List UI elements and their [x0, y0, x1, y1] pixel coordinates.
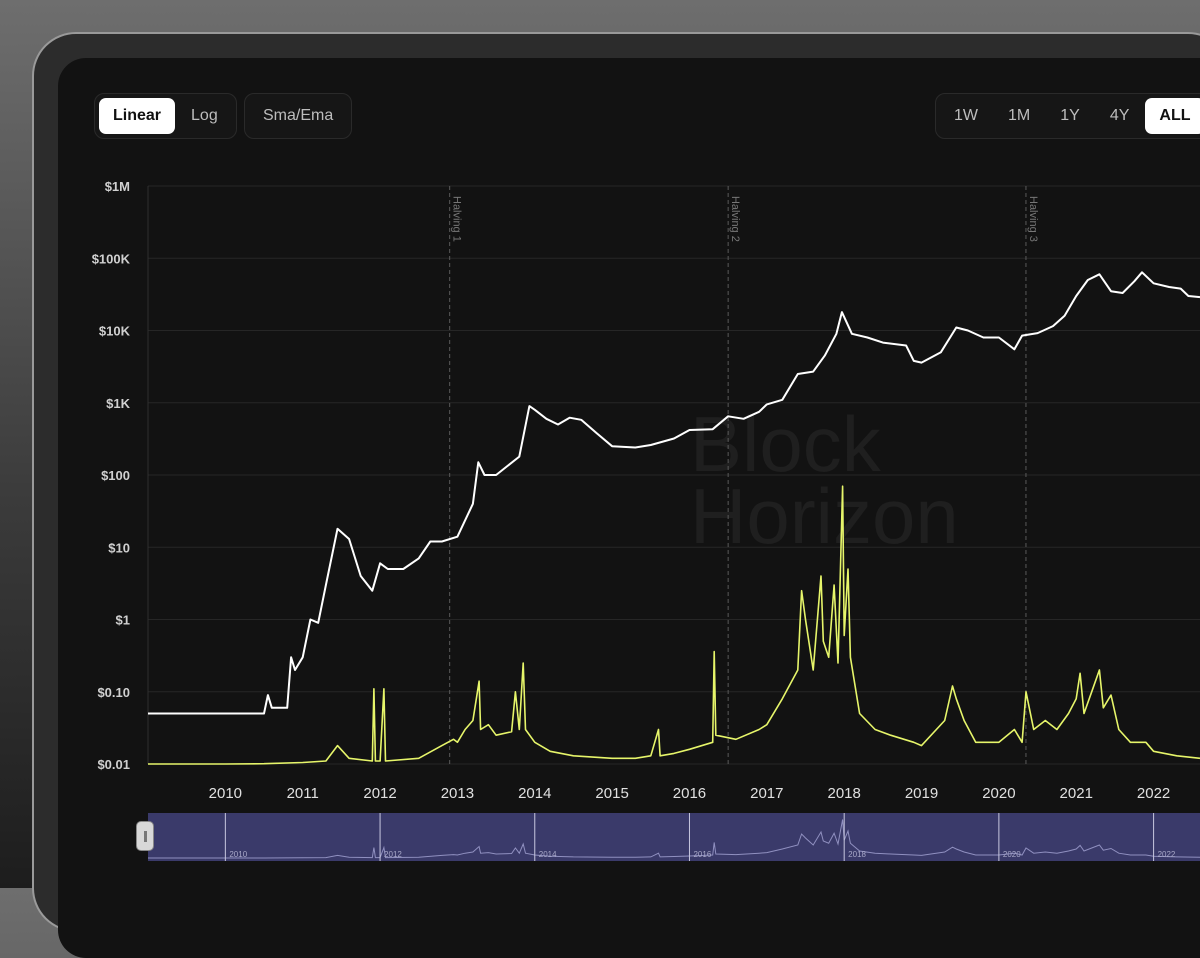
x-tick-label: 2021 [1060, 785, 1093, 802]
range-1y-button[interactable]: 1Y [1060, 107, 1080, 124]
navigator-tick-label: 2014 [539, 850, 557, 859]
x-tick-label: 2019 [905, 785, 938, 802]
range-4y-button[interactable]: 4Y [1109, 107, 1130, 124]
x-tick-label: 2015 [595, 785, 628, 802]
sma-ema-button[interactable]: Sma/Ema [263, 107, 334, 124]
x-tick-label: 2022 [1137, 785, 1170, 802]
x-tick-label: 2020 [982, 785, 1015, 802]
y-tick-label: $1 [116, 613, 130, 628]
chart-screen: Linear Log Sma/Ema 1W 1M 1Y 4Y ALL Block… [58, 58, 1200, 958]
range-1m-button[interactable]: 1M [1008, 107, 1031, 124]
x-tick-label: 2017 [750, 785, 783, 802]
y-tick-label: $0.01 [97, 757, 130, 772]
x-tick-label: 2016 [673, 785, 706, 802]
navigator-tick-label: 2016 [693, 850, 711, 859]
scale-toggle-group: Linear Log [94, 93, 237, 139]
watermark-text: Block [690, 400, 882, 488]
navigator-tick-label: 2022 [1158, 850, 1176, 859]
log-scale-button[interactable]: Log [191, 107, 218, 124]
y-tick-label: $100K [92, 251, 131, 266]
y-tick-label: $0.10 [97, 685, 130, 700]
halving-label: Halving 2 [729, 196, 741, 242]
navigator-series-line [148, 819, 1200, 859]
navigator-left-handle[interactable] [136, 821, 154, 851]
navigator-tick-label: 2020 [1003, 850, 1021, 859]
linear-scale-button[interactable]: Linear [99, 98, 176, 134]
price-series-line [148, 271, 1200, 715]
navigator-background[interactable] [148, 813, 1200, 861]
y-tick-label: $10 [108, 540, 130, 555]
x-tick-label: 2011 [287, 785, 319, 802]
x-tick-label: 2014 [518, 785, 551, 802]
x-tick-label: 2013 [441, 785, 474, 802]
watermark-text: Horizon [690, 472, 959, 560]
y-tick-label: $10K [99, 324, 131, 339]
y-tick-label: $100 [101, 468, 130, 483]
navigator-tick-label: 2010 [229, 850, 247, 859]
x-tick-label: 2012 [363, 785, 396, 802]
range-all-button[interactable]: ALL [1145, 98, 1200, 134]
navigator-tick-label: 2012 [384, 850, 402, 859]
navigator-tick-label: 2018 [848, 850, 866, 859]
y-tick-label: $1M [105, 179, 130, 194]
halving-label: Halving 3 [1027, 196, 1039, 242]
y-tick-label: $1K [106, 396, 130, 411]
x-tick-label: 2018 [827, 785, 860, 802]
halving-label: Halving 1 [451, 196, 463, 242]
x-tick-label: 2010 [209, 785, 242, 802]
range-toggle-group: 1W 1M 1Y 4Y ALL [935, 93, 1200, 139]
sma-ema-group: Sma/Ema [244, 93, 353, 139]
range-1w-button[interactable]: 1W [954, 107, 978, 124]
volume-series-line [148, 485, 1200, 765]
